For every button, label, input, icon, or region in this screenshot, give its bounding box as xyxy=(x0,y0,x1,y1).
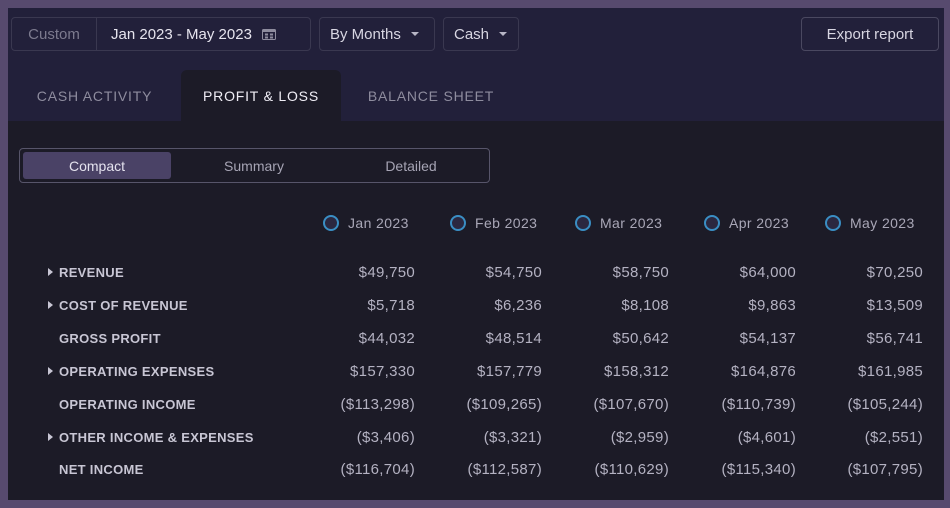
export-report-button[interactable]: Export report xyxy=(801,17,939,51)
date-mode-label[interactable]: Custom xyxy=(12,18,97,50)
cell-value: $157,330 xyxy=(350,362,415,380)
column-label: Mar 2023 xyxy=(600,215,663,231)
cell-value: ($2,959) xyxy=(610,428,669,446)
column-label: Jan 2023 xyxy=(348,215,409,231)
table-row[interactable]: REVENUE $49,750 $54,750 $58,750 $64,000 … xyxy=(8,260,944,284)
column-label: Feb 2023 xyxy=(475,215,538,231)
cell-value: $58,750 xyxy=(612,263,669,281)
cell-value: $70,250 xyxy=(866,263,923,281)
cell-value: ($107,670) xyxy=(593,395,669,413)
tab-profit-loss[interactable]: PROFIT & LOSS xyxy=(181,70,341,121)
cell-value: ($115,340) xyxy=(721,460,796,478)
row-label: NET INCOME xyxy=(59,461,144,477)
grouping-dropdown[interactable]: By Months xyxy=(319,17,435,51)
month-toggle-icon[interactable] xyxy=(323,215,339,231)
cell-value: ($105,244) xyxy=(847,395,923,413)
row-label: OTHER INCOME & EXPENSES xyxy=(59,429,254,445)
view-summary-button[interactable]: Summary xyxy=(224,157,284,174)
month-toggle-icon[interactable] xyxy=(575,215,591,231)
row-label: COST OF REVENUE xyxy=(59,297,188,313)
column-header[interactable]: Jan 2023 xyxy=(323,215,409,231)
cell-value: $54,137 xyxy=(739,329,796,347)
row-label: REVENUE xyxy=(59,264,124,280)
report-window: Custom Jan 2023 - May 2023 By Months Cas… xyxy=(8,8,944,500)
report-tabs: CASH ACTIVITY PROFIT & LOSS BALANCE SHEE… xyxy=(8,70,521,121)
month-toggle-icon[interactable] xyxy=(704,215,720,231)
table-row: NET INCOME ($116,704) ($112,587) ($110,6… xyxy=(8,457,944,481)
column-header[interactable]: Feb 2023 xyxy=(450,215,537,231)
cell-value: ($3,406) xyxy=(356,428,415,446)
table-row[interactable]: OPERATING EXPENSES $157,330 $157,779 $15… xyxy=(8,359,944,383)
table-row[interactable]: OTHER INCOME & EXPENSES ($3,406) ($3,321… xyxy=(8,425,944,449)
tab-cash-activity[interactable]: CASH ACTIVITY xyxy=(36,87,153,104)
view-detailed-button[interactable]: Detailed xyxy=(385,157,437,174)
column-header[interactable]: May 2023 xyxy=(825,215,915,231)
cell-value: $6,236 xyxy=(494,296,542,314)
report-header: Custom Jan 2023 - May 2023 By Months Cas… xyxy=(8,8,944,121)
expand-caret-icon[interactable] xyxy=(48,433,53,441)
cell-value: $48,514 xyxy=(485,329,542,347)
cell-value: $8,108 xyxy=(621,296,669,314)
cell-value: $50,642 xyxy=(612,329,669,347)
cell-value: $56,741 xyxy=(866,329,923,347)
column-header[interactable]: Apr 2023 xyxy=(704,215,789,231)
cell-value: ($3,321) xyxy=(483,428,542,446)
cell-value: ($2,551) xyxy=(864,428,923,446)
basis-dropdown[interactable]: Cash xyxy=(443,17,519,51)
month-column-headers: Jan 2023 Feb 2023 Mar 2023 Apr 2023 May … xyxy=(8,215,944,239)
cell-value: $161,985 xyxy=(858,362,923,380)
cell-value: ($112,587) xyxy=(467,460,542,478)
row-label: OPERATING INCOME xyxy=(59,396,196,412)
cell-value: ($109,265) xyxy=(466,395,542,413)
grouping-value: By Months xyxy=(330,25,401,43)
view-compact-button[interactable]: Compact xyxy=(23,152,171,179)
cell-value: $164,876 xyxy=(731,362,796,380)
chevron-down-icon xyxy=(499,32,508,36)
table-row[interactable]: COST OF REVENUE $5,718 $6,236 $8,108 $9,… xyxy=(8,293,944,317)
cell-value: ($107,795) xyxy=(847,460,923,478)
cell-value: $157,779 xyxy=(477,362,542,380)
cell-value: $49,750 xyxy=(358,263,415,281)
month-toggle-icon[interactable] xyxy=(825,215,841,231)
cell-value: $158,312 xyxy=(604,362,669,380)
cell-value: ($113,298) xyxy=(340,395,415,413)
cell-value: $54,750 xyxy=(485,263,542,281)
cell-value: $5,718 xyxy=(367,296,415,314)
cell-value: ($116,704) xyxy=(340,460,415,478)
month-toggle-icon[interactable] xyxy=(450,215,466,231)
row-label: GROSS PROFIT xyxy=(59,330,161,346)
expand-caret-icon[interactable] xyxy=(48,268,53,276)
column-label: Apr 2023 xyxy=(729,215,790,231)
expand-caret-icon[interactable] xyxy=(48,367,53,375)
tab-balance-sheet[interactable]: BALANCE SHEET xyxy=(367,87,495,104)
table-row: OPERATING INCOME ($113,298) ($109,265) (… xyxy=(8,392,944,416)
expand-caret-icon[interactable] xyxy=(48,301,53,309)
view-mode-toggle: Compact Summary Detailed xyxy=(19,148,490,183)
date-range-value: Jan 2023 - May 2023 xyxy=(111,25,252,43)
table-row: GROSS PROFIT $44,032 $48,514 $50,642 $54… xyxy=(8,326,944,350)
chevron-down-icon xyxy=(410,32,419,36)
date-range-field[interactable]: Jan 2023 - May 2023 xyxy=(97,26,310,43)
calendar-icon[interactable] xyxy=(261,28,276,40)
cell-value: $9,863 xyxy=(748,296,796,314)
date-range-picker[interactable]: Custom Jan 2023 - May 2023 xyxy=(11,17,311,51)
cell-value: ($110,629) xyxy=(594,460,669,478)
cell-value: $44,032 xyxy=(358,329,415,347)
row-label: OPERATING EXPENSES xyxy=(59,363,215,379)
column-header[interactable]: Mar 2023 xyxy=(575,215,662,231)
basis-value: Cash xyxy=(454,25,490,43)
cell-value: ($4,601) xyxy=(737,428,796,446)
column-label: May 2023 xyxy=(850,215,915,231)
cell-value: $64,000 xyxy=(739,263,796,281)
cell-value: ($110,739) xyxy=(721,395,796,413)
cell-value: $13,509 xyxy=(866,296,923,314)
